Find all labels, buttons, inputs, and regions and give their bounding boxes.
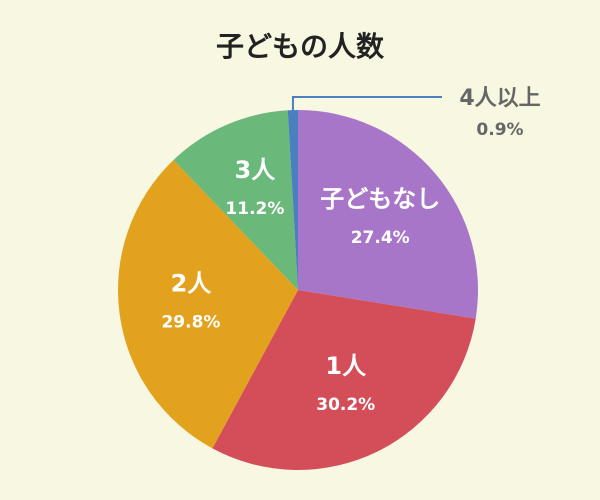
category-label: 3人 — [235, 156, 276, 184]
value-label: 11.2% — [225, 199, 284, 219]
chart-title: 子どもの人数 — [216, 30, 385, 63]
value-label: 0.9% — [476, 120, 523, 140]
category-label: 子どもなし — [320, 185, 440, 213]
category-label: 1人 — [325, 352, 366, 380]
leader-line — [291, 96, 442, 113]
category-label: 2人 — [171, 269, 212, 297]
pie-slice — [298, 110, 479, 319]
value-label: 29.8% — [161, 312, 220, 332]
pie-slice — [118, 160, 298, 449]
value-label: 30.2% — [316, 395, 375, 415]
pie-slice — [173, 110, 298, 290]
category-label: 4人以上 — [459, 86, 540, 111]
pie-slice — [212, 290, 476, 471]
value-label: 27.4% — [351, 228, 410, 248]
pie-slice — [287, 110, 298, 290]
